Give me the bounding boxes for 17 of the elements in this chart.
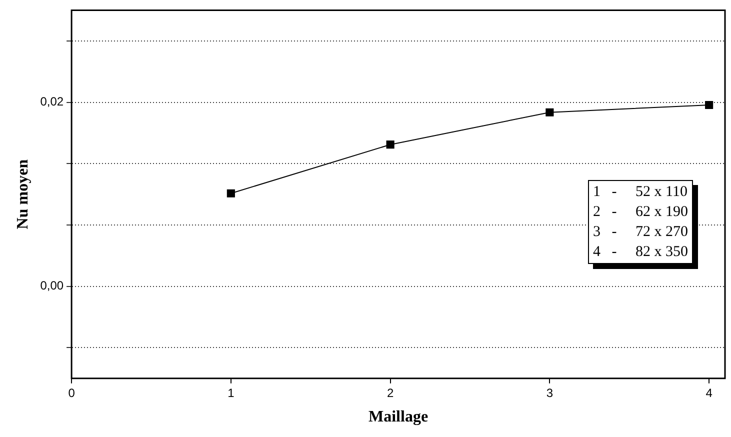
y-tick-label: 0,00: [40, 278, 64, 293]
point: [386, 140, 394, 149]
point: [226, 189, 235, 198]
point: [705, 100, 714, 110]
x-tick-label: 3: [546, 386, 554, 400]
annotation: 4 - 82 x 350: [593, 243, 688, 262]
x-tick-label: 4: [706, 386, 713, 400]
x-tick-label: 2: [386, 386, 394, 400]
x-axis-title: Maillage: [368, 408, 428, 426]
annotation: 2 - 62 x 190: [593, 203, 688, 222]
y-tick-label: 0,02: [40, 94, 64, 109]
y-axis-title: Nu moyen: [14, 159, 32, 230]
x-tick-label: 0: [68, 386, 76, 400]
point: [546, 108, 554, 116]
annotation: 3 - 72 x 270: [593, 223, 688, 242]
x-tick-label: 1: [228, 386, 235, 400]
annotation: 1 - 52 x 110: [593, 183, 688, 202]
